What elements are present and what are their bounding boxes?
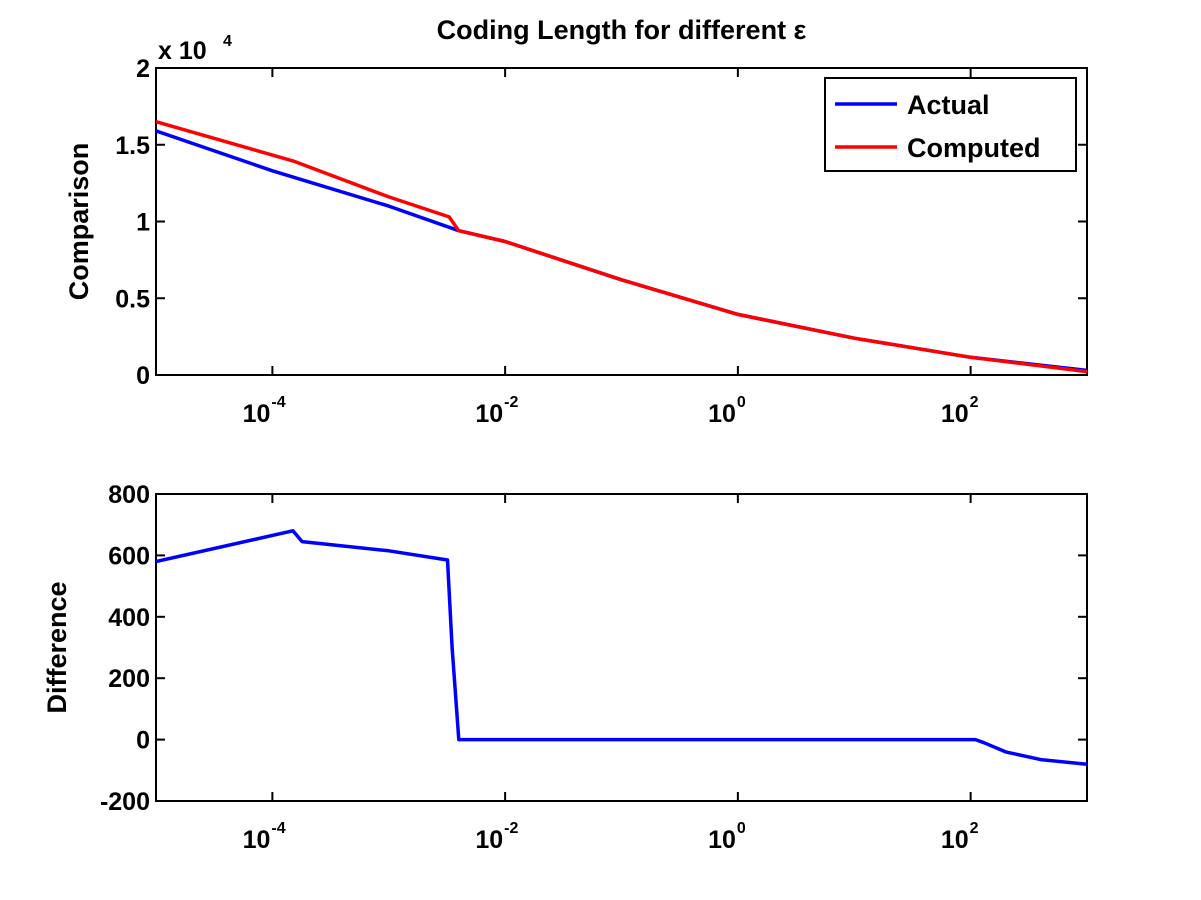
x-tick-base: 10 bbox=[941, 826, 969, 854]
x-tick-label: 10 -2 bbox=[475, 820, 518, 854]
x-tick-exponent: -2 bbox=[504, 394, 518, 411]
y-tick-label: 0 bbox=[136, 727, 150, 755]
y-axis-label: Comparison bbox=[64, 143, 94, 301]
x-tick-exponent: 0 bbox=[737, 820, 746, 837]
y-tick-label: 0 bbox=[136, 362, 150, 390]
legend: Actual Computed bbox=[824, 77, 1077, 172]
x-tick-base: 10 bbox=[475, 400, 503, 428]
legend-entry-computed: Computed bbox=[907, 133, 1040, 163]
y-multiplier-prefix: x 10 bbox=[158, 37, 207, 65]
y-tick-label: 1 bbox=[136, 209, 150, 237]
series-line-1 bbox=[156, 529, 1087, 766]
x-tick-base: 10 bbox=[243, 400, 271, 428]
axes-box bbox=[155, 493, 1088, 802]
legend-box bbox=[824, 77, 1077, 172]
y-tick-label: 800 bbox=[108, 481, 150, 509]
x-tick-label: 10 -4 bbox=[243, 394, 286, 428]
x-tick-base: 10 bbox=[941, 400, 969, 428]
x-tick-base: 10 bbox=[708, 400, 736, 428]
x-tick-base: 10 bbox=[708, 826, 736, 854]
x-tick-exponent: 2 bbox=[970, 394, 979, 411]
x-tick-exponent: 0 bbox=[737, 394, 746, 411]
y-tick-label: 2 bbox=[136, 55, 150, 83]
series-line-computed bbox=[156, 120, 1087, 374]
x-tick-label: 10 0 bbox=[708, 394, 746, 428]
x-tick-exponent: -4 bbox=[271, 820, 285, 837]
y-multiplier-label: x 10 4 bbox=[158, 33, 232, 65]
y-tick-label: 1.5 bbox=[115, 132, 150, 160]
y-tick-label: 600 bbox=[108, 542, 150, 570]
y-tick-label: 0.5 bbox=[115, 285, 150, 313]
x-tick-exponent: 2 bbox=[970, 820, 979, 837]
y-tick-label: 400 bbox=[108, 604, 150, 632]
x-tick-label: 10 2 bbox=[941, 820, 979, 854]
y-axis-label: Difference bbox=[42, 581, 72, 713]
x-tick-label: 10 -4 bbox=[243, 820, 286, 854]
y-tick-label: 200 bbox=[108, 665, 150, 693]
y-tick-label: -200 bbox=[100, 788, 150, 816]
x-tick-label: 10 -2 bbox=[475, 394, 518, 428]
x-tick-label: 10 2 bbox=[941, 394, 979, 428]
x-tick-base: 10 bbox=[243, 826, 271, 854]
legend-entry-actual: Actual bbox=[907, 90, 990, 120]
y-multiplier-exponent: 4 bbox=[223, 33, 232, 50]
chart-title: Coding Length for different ε bbox=[437, 15, 807, 45]
x-tick-exponent: -4 bbox=[271, 394, 285, 411]
x-tick-exponent: -2 bbox=[504, 820, 518, 837]
x-tick-base: 10 bbox=[475, 826, 503, 854]
x-tick-label: 10 0 bbox=[708, 820, 746, 854]
